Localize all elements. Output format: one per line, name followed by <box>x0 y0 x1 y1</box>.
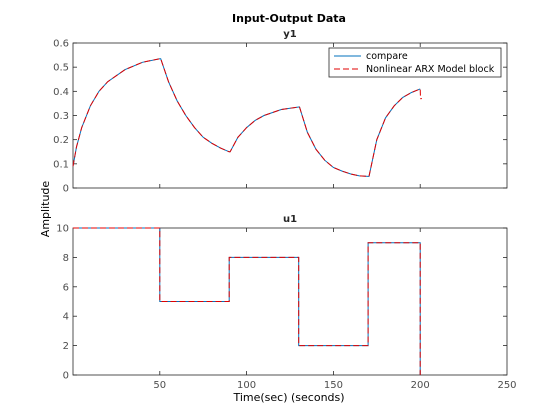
subplot-title-y1: y1 <box>283 29 297 40</box>
plot-lines-y1 <box>72 58 422 177</box>
y-tick-label: 6 <box>63 282 69 293</box>
y-tick-label: 0 <box>63 184 69 195</box>
subplot-y1: y1 0 0.1 0.2 0.3 0.4 0.5 0.6 compare Nonlinear… <box>53 29 508 195</box>
plot-lines-u1 <box>73 227 421 375</box>
y-tick-label: 2 <box>63 341 69 352</box>
y-axis-label: Amplitude <box>39 181 52 238</box>
legend-box <box>328 47 502 78</box>
y-tick-label: 0.5 <box>53 63 69 74</box>
y-tick-label: 0.2 <box>53 135 69 146</box>
x-tick-label: 150 <box>324 380 343 391</box>
y-tick-label: 0.4 <box>53 87 69 98</box>
y-ticks-y1: 0 0.1 0.2 0.3 0.4 0.5 0.6 <box>53 39 507 195</box>
legend-label-model: Nonlinear ARX Model block <box>366 64 495 75</box>
y-tick-label: 0.1 <box>53 159 69 170</box>
y-tick-label: 0 <box>63 371 69 382</box>
y-tick-label: 0.6 <box>53 39 69 50</box>
legend: compare Nonlinear ARX Model block <box>328 47 502 78</box>
x-tick-label: 50 <box>153 380 166 391</box>
axes-box-u1 <box>72 227 508 376</box>
y-ticks-u1: 0 2 4 6 8 10 <box>56 224 507 382</box>
y-tick-label: 10 <box>56 224 69 235</box>
subplot-title-u1: u1 <box>283 214 297 225</box>
series-model-line <box>72 58 422 177</box>
x-tick-label: 250 <box>497 380 516 391</box>
x-tick-label: 100 <box>237 380 256 391</box>
x-axis-label: Time(sec) (seconds) <box>232 391 344 404</box>
y-tick-label: 8 <box>63 253 69 264</box>
figure-title: Input-Output Data <box>232 12 346 25</box>
series-model-line <box>73 227 421 375</box>
x-tick-label: 200 <box>411 380 430 391</box>
legend-label-compare: compare <box>366 51 408 62</box>
y-tick-label: 4 <box>63 312 69 323</box>
y-tick-label: 0.3 <box>53 111 69 122</box>
x-ticks-y1 <box>159 43 421 188</box>
subplot-u1: u1 0 2 4 6 8 10 50 100 150 200 250 <box>56 214 516 391</box>
